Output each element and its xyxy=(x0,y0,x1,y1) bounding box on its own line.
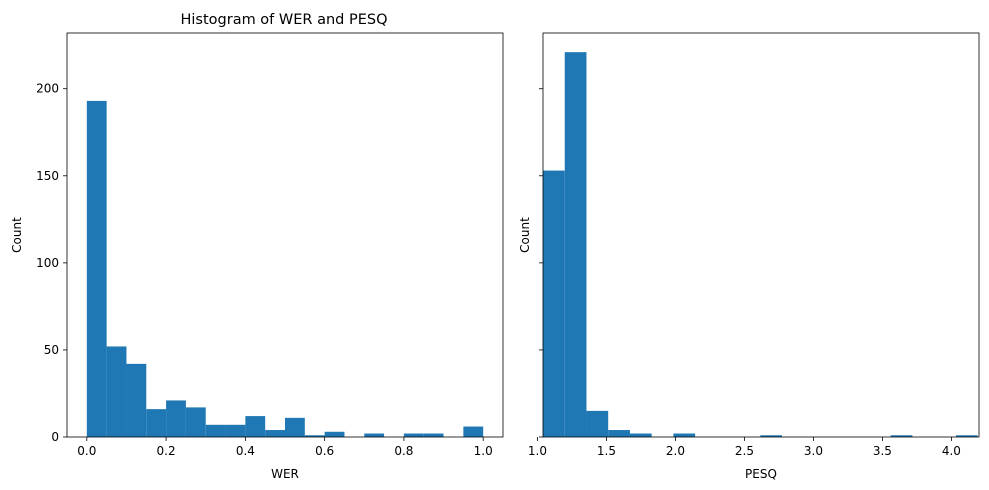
wer-y-ticks: 0 50 100 150 200 xyxy=(36,82,67,444)
pesq-y-ticks xyxy=(539,88,543,438)
pesq-x-tick-label: 1.0 xyxy=(528,444,547,458)
wer-bar xyxy=(463,426,484,437)
wer-bar xyxy=(146,409,167,437)
wer-x-tick-label: 0.0 xyxy=(77,444,96,458)
pesq-x-ticks: 1.0 1.5 2.0 2.5 3.0 3.5 4.0 xyxy=(528,437,961,458)
pesq-x-tick-label: 4.0 xyxy=(942,444,961,458)
wer-y-axis-label: Count xyxy=(10,217,24,253)
pesq-bar xyxy=(564,52,587,437)
pesq-bar xyxy=(586,410,609,437)
wer-bar xyxy=(166,400,186,437)
wer-bar xyxy=(126,363,147,437)
wer-bars xyxy=(86,100,484,438)
wer-bar xyxy=(185,407,206,437)
pesq-bar xyxy=(760,435,783,437)
wer-y-tick-label: 0 xyxy=(51,430,59,444)
wer-x-ticks: 0.0 0.2 0.4 0.6 0.8 1.0 xyxy=(77,437,493,458)
wer-bar xyxy=(205,424,226,437)
pesq-bars xyxy=(543,52,978,437)
wer-bar xyxy=(423,433,444,437)
wer-bar xyxy=(403,433,424,437)
chart-title: Histogram of WER and PESQ xyxy=(180,12,387,28)
wer-x-axis-label: WER xyxy=(271,467,299,481)
pesq-x-tick-label: 2.5 xyxy=(735,444,754,458)
wer-bar xyxy=(225,424,246,437)
wer-axes-frame xyxy=(66,32,504,438)
pesq-x-tick-label: 2.0 xyxy=(666,444,685,458)
pesq-x-tick-label: 3.5 xyxy=(873,444,892,458)
wer-bar xyxy=(86,100,107,438)
wer-x-tick-label: 0.8 xyxy=(394,444,413,458)
wer-bar xyxy=(324,431,345,437)
wer-bar xyxy=(245,416,266,437)
wer-bar xyxy=(285,417,305,437)
wer-x-tick-label: 0.6 xyxy=(315,444,334,458)
pesq-axes-frame xyxy=(542,32,980,438)
pesq-bar xyxy=(673,433,696,437)
wer-bar xyxy=(304,435,325,437)
pesq-bar xyxy=(608,430,630,437)
pesq-x-tick-label: 1.5 xyxy=(597,444,616,458)
wer-bar xyxy=(265,430,285,437)
pesq-x-tick-label: 3.0 xyxy=(804,444,823,458)
wer-x-tick-label: 0.2 xyxy=(157,444,176,458)
wer-y-tick-label: 150 xyxy=(36,169,59,183)
pesq-histogram-panel: 1.0 1.5 2.0 2.5 3.0 3.5 4.0 PESQ Count xyxy=(518,32,980,481)
wer-y-tick-label: 200 xyxy=(36,82,59,96)
wer-bar xyxy=(364,433,385,437)
wer-x-tick-label: 0.4 xyxy=(236,444,255,458)
wer-bar xyxy=(106,346,127,437)
wer-y-tick-label: 100 xyxy=(36,256,59,270)
pesq-bar xyxy=(629,433,652,437)
pesq-bar xyxy=(955,435,978,437)
pesq-bar xyxy=(890,435,913,437)
wer-x-tick-label: 1.0 xyxy=(474,444,493,458)
wer-y-tick-label: 50 xyxy=(44,343,59,357)
wer-histogram-panel: Histogram of WER and PESQ 0.0 0.2 0.4 0.6 0.… xyxy=(10,12,504,481)
pesq-x-axis-label: PESQ xyxy=(745,467,777,481)
pesq-y-axis-label: Count xyxy=(518,217,532,253)
pesq-bar xyxy=(543,170,565,437)
